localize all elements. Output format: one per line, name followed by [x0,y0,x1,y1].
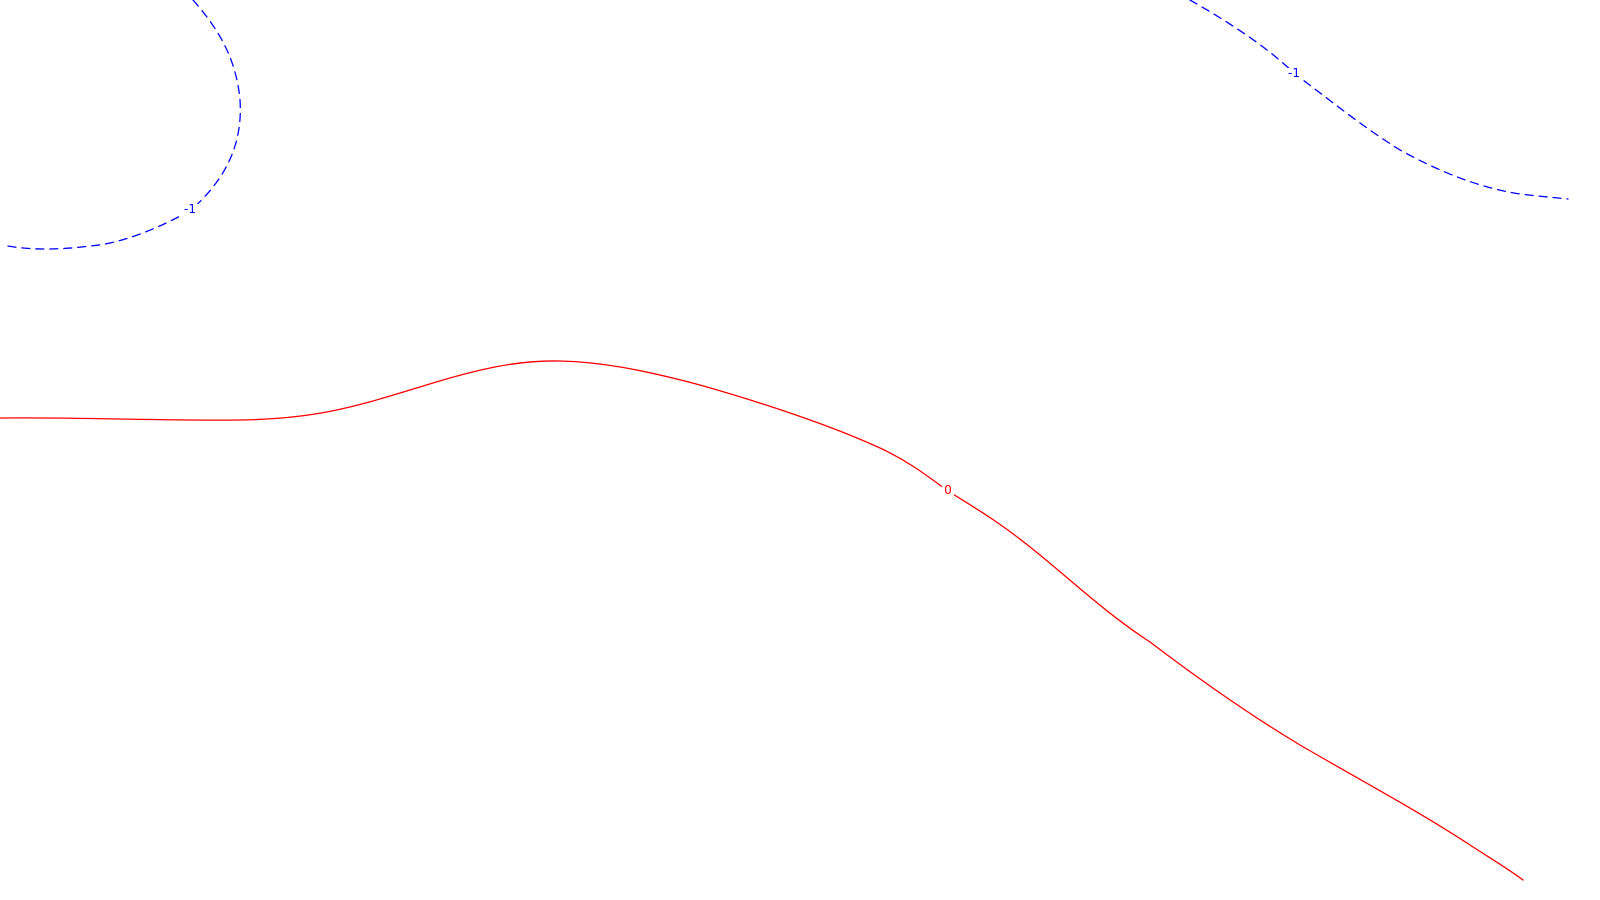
contour-label-zero: 0 [944,483,952,497]
contour-line-minus1-right [1189,0,1569,200]
contour-label-minus1-left-bg [180,204,200,216]
contour-line-zero [0,360,1524,881]
contour-label-minus1-right-group: -1 [1284,66,1304,80]
contour-label-minus1-left: -1 [184,202,196,216]
contour-line-minus1-left [7,0,241,250]
contour-labels-layer: -1 -1 0 [180,66,1304,497]
contour-label-zero-bg [942,485,954,497]
contours-layer [0,0,1569,881]
contour-label-zero-group: 0 [942,483,954,497]
contour-label-minus1-right-bg [1284,68,1304,80]
contour-label-minus1-right: -1 [1288,66,1300,80]
contour-label-minus1-left-group: -1 [180,202,200,216]
